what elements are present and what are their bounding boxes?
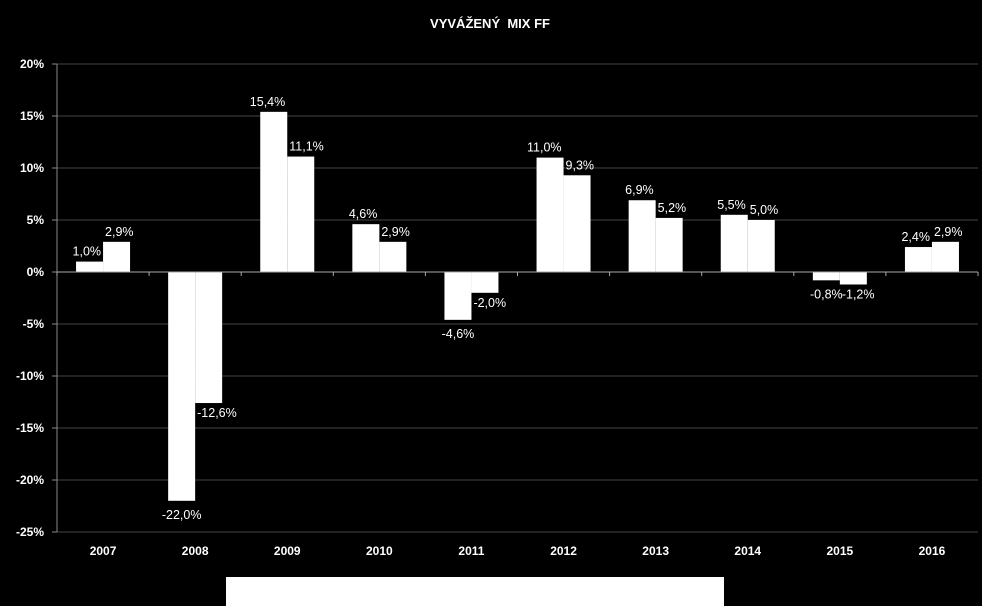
y-tick-label: -5% bbox=[23, 317, 45, 331]
data-label: -12,6% bbox=[197, 406, 237, 420]
data-label: 9,3% bbox=[566, 158, 595, 172]
y-tick-label: 10% bbox=[20, 161, 44, 175]
bar-2015-series-2 bbox=[839, 272, 867, 285]
bar-2010-series-1 bbox=[352, 224, 380, 272]
bar-2008-series-1 bbox=[168, 272, 196, 501]
data-label: 11,1% bbox=[289, 140, 324, 154]
data-label: -4,6% bbox=[442, 327, 475, 341]
data-label: 6,9% bbox=[625, 183, 654, 197]
y-tick-label: 0% bbox=[27, 265, 45, 279]
data-label: -0,8% bbox=[810, 287, 843, 301]
x-tick-label: 2013 bbox=[642, 544, 669, 558]
bar-2016-series-2 bbox=[931, 241, 959, 272]
data-label: 15,4% bbox=[250, 95, 285, 109]
data-label: 11,0% bbox=[527, 141, 562, 155]
bar-2009-series-2 bbox=[287, 156, 315, 272]
x-tick-label: 2015 bbox=[826, 544, 853, 558]
bar-2013-series-1 bbox=[628, 200, 656, 272]
data-label: 5,0% bbox=[750, 203, 779, 217]
x-tick-label: 2007 bbox=[90, 544, 117, 558]
bar-2012-series-2 bbox=[563, 175, 591, 272]
x-tick-label: 2008 bbox=[182, 544, 209, 558]
bar-2012-series-1 bbox=[536, 157, 564, 272]
bars bbox=[76, 111, 959, 501]
y-tick-label: -25% bbox=[16, 525, 44, 539]
data-label: 1,0% bbox=[73, 245, 102, 259]
x-tick-label: 2011 bbox=[458, 544, 484, 558]
bar-2015-series-1 bbox=[812, 272, 840, 281]
x-tick-label: 2016 bbox=[919, 544, 946, 558]
y-tick-label: 20% bbox=[20, 57, 44, 71]
y-tick-label: -15% bbox=[16, 421, 44, 435]
data-label: 2,9% bbox=[381, 225, 410, 239]
data-label: -2,0% bbox=[473, 296, 506, 310]
data-label: -1,2% bbox=[842, 287, 875, 301]
x-tick-label: 2010 bbox=[366, 544, 393, 558]
bar-2011-series-1 bbox=[444, 272, 472, 320]
bar-2009-series-1 bbox=[260, 111, 288, 272]
y-tick-label: 5% bbox=[27, 213, 45, 227]
y-tick-label: -10% bbox=[16, 369, 44, 383]
legend-area bbox=[226, 577, 724, 606]
bar-2007-series-2 bbox=[103, 241, 131, 272]
data-label: -22,0% bbox=[162, 508, 202, 522]
bar-2016-series-1 bbox=[904, 247, 932, 272]
chart-title: VYVÁŽENÝ MIX FF bbox=[430, 16, 550, 31]
y-tick-label: 15% bbox=[20, 109, 44, 123]
bar-2007-series-1 bbox=[76, 261, 104, 272]
x-tick-label: 2014 bbox=[734, 544, 761, 558]
bar-2008-series-2 bbox=[195, 272, 223, 404]
x-tick-label: 2009 bbox=[274, 544, 301, 558]
y-tick-label: -20% bbox=[16, 473, 44, 487]
data-label: 5,5% bbox=[717, 198, 746, 212]
data-label: 2,4% bbox=[901, 230, 930, 244]
data-label: 2,9% bbox=[934, 225, 963, 239]
axes: 20% 15% 10% 5% 0% -5% -10% -15% -20% -25% 2007 2008… bbox=[16, 57, 979, 558]
bar-2014-series-1 bbox=[720, 214, 748, 272]
data-label: 2,9% bbox=[105, 225, 134, 239]
data-label: 4,6% bbox=[349, 207, 378, 221]
bar-2010-series-2 bbox=[379, 241, 407, 272]
data-labels: 1,0%2,9%-22,0%-12,6%15,4%11,1%4,6%2,9%-4… bbox=[73, 95, 963, 522]
x-tick-label: 2012 bbox=[550, 544, 577, 558]
data-label: 5,2% bbox=[658, 201, 687, 215]
bar-2013-series-2 bbox=[655, 217, 683, 272]
bar-2014-series-2 bbox=[747, 220, 775, 272]
bar-2011-series-2 bbox=[471, 272, 499, 293]
